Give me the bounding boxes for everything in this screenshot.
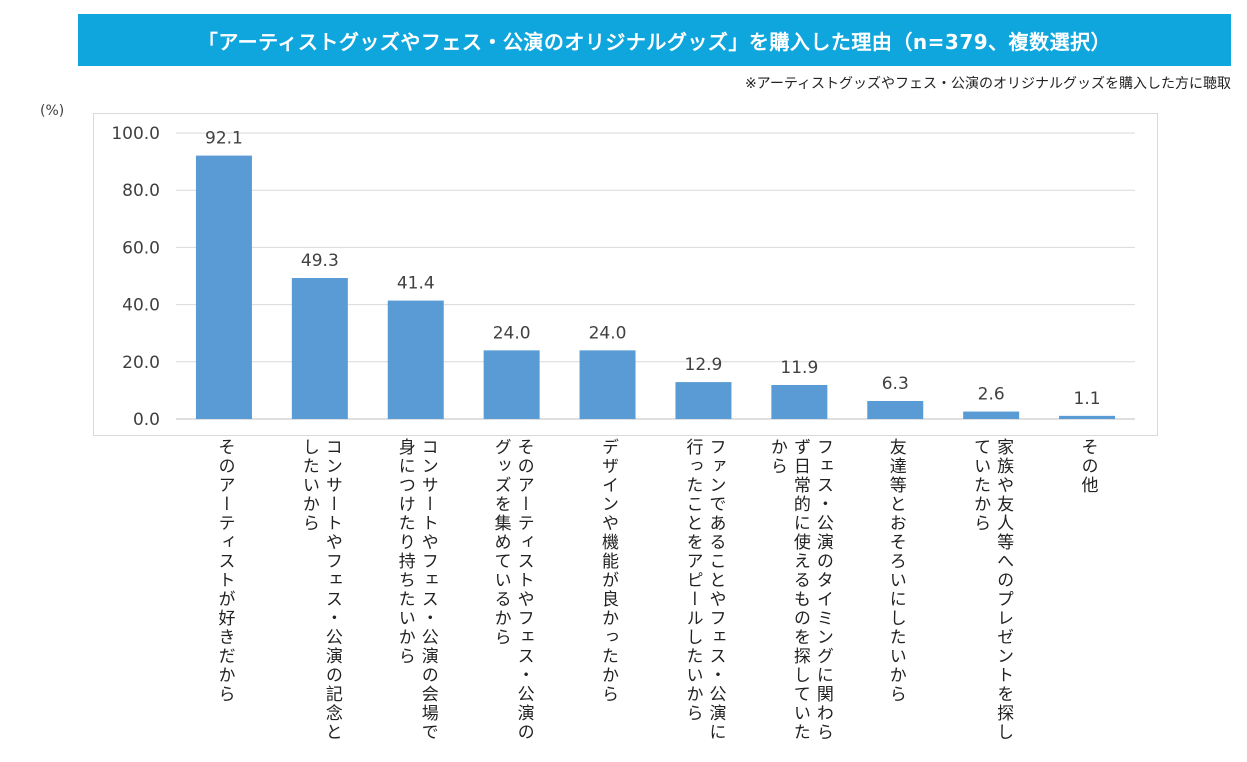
x-tick-label: 友達等とおそろいにしたいから — [885, 438, 906, 704]
data-label: 92.1 — [205, 129, 243, 149]
data-label: 41.4 — [397, 274, 435, 294]
survey-note: ※アーティストグッズやフェス・公演のオリジナルグッズを購入した方に聴取 — [744, 76, 1231, 92]
data-label: 12.9 — [685, 355, 723, 375]
x-tick-label: デザインや機能が良かったから — [598, 438, 619, 704]
y-tick-label: 20.0 — [122, 353, 160, 373]
bar — [771, 384, 828, 419]
data-label: 11.9 — [780, 358, 818, 378]
data-label: 49.3 — [301, 251, 339, 271]
data-label: 24.0 — [589, 323, 627, 343]
bar — [483, 350, 540, 419]
data-label: 2.6 — [978, 385, 1005, 405]
x-tick-label: 家族や友人等へのプレゼントを探していたから — [970, 438, 1014, 742]
plot-area-frame — [93, 113, 1158, 436]
y-tick-label: 40.0 — [122, 296, 160, 316]
bar — [675, 382, 732, 419]
bar — [195, 155, 252, 419]
bar — [291, 278, 348, 419]
y-tick-label: 80.0 — [122, 181, 160, 201]
x-tick-label: ファンであることやフェス・公演に行ったことをアピールしたいから — [682, 438, 726, 742]
y-tick-label: 0.0 — [133, 410, 160, 430]
data-label: 24.0 — [493, 323, 531, 343]
data-label: 6.3 — [882, 374, 909, 394]
chart-title: 「アーティストグッズやフェス・公演のオリジナルグッズ」を購入した理由（n=379… — [78, 14, 1231, 66]
bar — [963, 411, 1020, 419]
x-tick-label: コンサートやフェス・公演の会場で身につけたり持ちたいから — [394, 438, 438, 742]
x-tick-label: そのアーティストが好きだから — [214, 438, 235, 704]
bar — [1059, 415, 1116, 419]
bar — [579, 350, 636, 419]
y-axis-unit: (%) — [40, 103, 65, 119]
bar — [387, 300, 444, 419]
y-tick-label: 100.0 — [111, 124, 160, 144]
x-tick-label: コンサートやフェス・公演の記念としたいから — [298, 438, 342, 742]
x-tick-label: その他 — [1077, 438, 1098, 495]
data-label: 1.1 — [1074, 389, 1101, 409]
y-tick-label: 60.0 — [122, 238, 160, 258]
x-tick-label: そのアーティストやフェス・公演のグッズを集めているから — [490, 438, 534, 742]
bar — [867, 400, 924, 419]
x-tick-label: フェス・公演のタイミングに関わらず日常的に使えるものを探していたから — [766, 438, 833, 742]
